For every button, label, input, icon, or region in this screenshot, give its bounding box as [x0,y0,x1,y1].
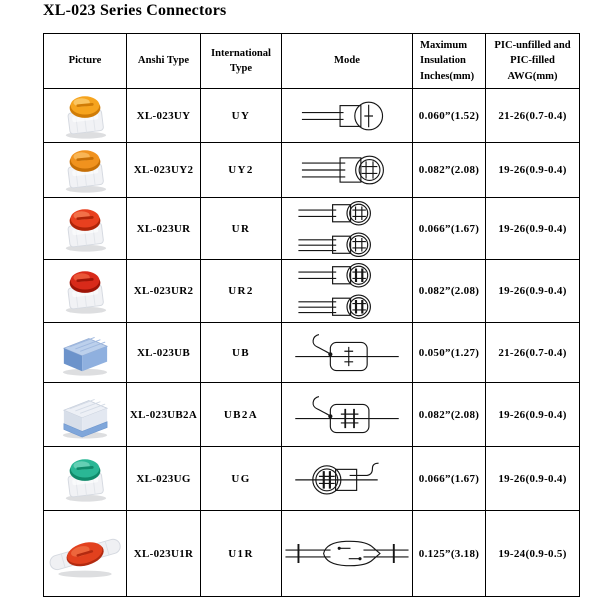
anshi-type-cell: XL-023UG [126,446,201,511]
international-type-cell: U1R [200,510,282,597]
header-awg: PIC-unfilled and PIC-filled AWG(mm) [485,33,580,89]
mode-cell [281,446,413,511]
international-type-cell: UY2 [200,142,282,198]
connector-photo [62,398,109,439]
connector-photo [65,208,107,252]
picture-cell [43,322,127,383]
connectors-table: Picture Anshi Type International Type Mo… [43,33,580,597]
connector-photo [65,150,107,193]
table-row: XL-023UB2A UB2A 0.082”(2.08) 19-26(0.9-0.4) [43,382,580,447]
connector-photo [62,336,109,376]
table-row: XL-023U1R U1R 0.125”(3.18) 19-24(0.9-0.5) [43,510,580,597]
max-insulation-cell: 0.082”(2.08) [412,259,486,323]
connector-photo [65,95,107,139]
international-type-cell: UB [200,322,282,383]
max-insulation-cell: 0.066”(1.67) [412,197,486,260]
header-picture: Picture [43,33,127,89]
max-insulation-cell: 0.082”(2.08) [412,382,486,447]
max-insulation-cell: 0.060”(1.52) [412,88,486,143]
mode-ur-diagram-icon [297,200,371,257]
mode-ub2a-diagram-icon [294,395,400,433]
connector-photo [49,538,121,577]
mode-cell [281,259,413,323]
table-row: XL-023UB UB 0.050”(1.27) 21-26(0.7-0.4) [43,322,580,383]
picture-cell [43,259,127,323]
mode-cell [281,88,413,143]
picture-cell [43,510,127,597]
mode-u1r-diagram-icon [284,540,410,567]
connector-photo [65,271,107,314]
awg-cell: 21-26(0.7-0.4) [485,88,580,143]
international-type-cell: UG [200,446,282,511]
max-insulation-cell: 0.082”(2.08) [412,142,486,198]
anshi-type-cell: XL-023UY [126,88,201,143]
awg-cell: 19-26(0.9-0.4) [485,382,580,447]
header-international-type: International Type [200,33,282,89]
max-insulation-cell: 0.050”(1.27) [412,322,486,383]
picture-cell [43,142,127,198]
connectors-table-body: XL-023UY UY 0.060”(1.52) 21-26(0.7-0.4) XL-… [43,88,580,597]
max-insulation-cell: 0.125”(3.18) [412,510,486,597]
anshi-type-cell: XL-023UR [126,197,201,260]
mode-cell [281,197,413,260]
mode-ub-diagram-icon [294,333,400,371]
mode-cell [281,510,413,597]
anshi-type-cell: XL-023U1R [126,510,201,597]
picture-cell [43,382,127,447]
page-title: XL-023 Series Connectors [43,2,227,19]
table-row: XL-023UR UR 0.066”(1.67) 19-26(0.9-0.4) [43,197,580,260]
awg-cell: 19-26(0.9-0.4) [485,259,580,323]
header-mode: Mode [281,33,413,89]
mode-cell [281,142,413,198]
international-type-cell: UB2A [200,382,282,447]
anshi-type-cell: XL-023UB2A [126,382,201,447]
awg-cell: 19-26(0.9-0.4) [485,142,580,198]
mode-uy-diagram-icon [301,101,384,130]
awg-cell: 19-24(0.9-0.5) [485,510,580,597]
mode-uy2-diagram-icon [301,155,384,185]
connector-photo [65,458,107,502]
awg-cell: 21-26(0.7-0.4) [485,322,580,383]
international-type-cell: UR2 [200,259,282,323]
table-row: XL-023UG UG 0.066”(1.67) 19-26(0.9-0.4) [43,446,580,511]
picture-cell [43,446,127,511]
international-type-cell: UR [200,197,282,260]
mode-ug-diagram-icon [294,461,380,495]
picture-cell [43,197,127,260]
table-header-row: Picture Anshi Type International Type Mo… [43,33,580,89]
anshi-type-cell: XL-023UB [126,322,201,383]
header-max-insulation: Maximum Insulation Inches(mm) [412,33,486,89]
awg-cell: 19-26(0.9-0.4) [485,446,580,511]
table-row: XL-023UR2 UR2 0.082”(2.08) 19-26(0.9-0.4) [43,259,580,323]
header-anshi-type: Anshi Type [126,33,201,89]
max-insulation-cell: 0.066”(1.67) [412,446,486,511]
mode-ur2-diagram-icon [297,262,372,320]
international-type-cell: UY [200,88,282,143]
awg-cell: 19-26(0.9-0.4) [485,197,580,260]
anshi-type-cell: XL-023UR2 [126,259,201,323]
table-row: XL-023UY2 UY2 0.082”(2.08) 19-26(0.9-0.4) [43,142,580,198]
table-row: XL-023UY UY 0.060”(1.52) 21-26(0.7-0.4) [43,88,580,143]
anshi-type-cell: XL-023UY2 [126,142,201,198]
mode-cell [281,322,413,383]
mode-cell [281,382,413,447]
picture-cell [43,88,127,143]
